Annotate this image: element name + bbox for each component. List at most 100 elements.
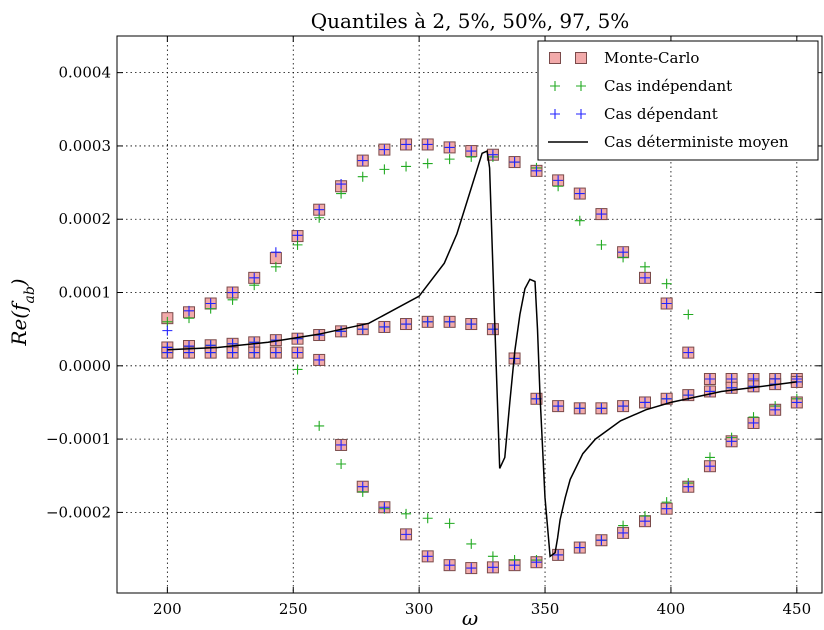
independant-point: [422, 158, 433, 169]
legend-marker-dependant: [576, 109, 586, 119]
independant-point: [357, 171, 368, 182]
dependant-point: [618, 527, 629, 538]
dependant-point: [791, 397, 802, 408]
dependant-point: [531, 165, 542, 176]
dependant-point: [357, 155, 368, 166]
ticks: 200 250 300 350 400 450 −0.0002 −0.0001 0.0000 0.…: [46, 36, 822, 618]
dependant-point: [704, 461, 715, 472]
dependant-point: [726, 373, 737, 384]
y-tick-label: 0.0003: [59, 137, 112, 155]
dependant-point: [704, 373, 715, 384]
y-tick-label: 0.0004: [59, 64, 112, 82]
independant-point: [596, 239, 607, 250]
independant-point: [444, 154, 455, 165]
dependant-point: [401, 139, 412, 150]
dependant-point: [531, 557, 542, 568]
x-axis-label: ω: [462, 606, 478, 630]
y-tick-label: −0.0002: [46, 503, 111, 521]
dependant-point: [336, 179, 347, 190]
dependant-point: [357, 481, 368, 492]
dependant-point: [487, 562, 498, 573]
dependant-point: [639, 397, 650, 408]
dependant-point: [683, 481, 694, 492]
dependant-point: [379, 144, 390, 155]
dependant-point: [574, 403, 585, 414]
series-layer: [161, 138, 803, 575]
x-tick-label: 400: [657, 600, 686, 618]
dependant-point: [509, 560, 520, 571]
dependant-point: [314, 204, 325, 215]
dependant-point: [661, 393, 672, 404]
dependant-point: [422, 139, 433, 150]
dependant-point: [227, 347, 238, 358]
plot-area: [161, 138, 803, 575]
independant-point: [162, 316, 173, 327]
dependant-point: [726, 436, 737, 447]
legend: Monte-Carlo Cas indépendant Cas dépendant C…: [537, 40, 819, 161]
legend-label: Cas dépendant: [604, 105, 718, 123]
dependant-point: [444, 316, 455, 327]
dependant-point: [205, 298, 216, 309]
dependant-point: [292, 230, 303, 241]
dependant-point: [618, 401, 629, 412]
independant-point: [314, 420, 325, 431]
dependant-point: [357, 324, 368, 335]
dependant-point: [249, 272, 260, 283]
dependant-point: [249, 347, 260, 358]
independant-point: [401, 161, 412, 172]
legend-label: Monte-Carlo: [604, 49, 699, 67]
dependant-point: [292, 347, 303, 358]
dependant-point: [270, 247, 281, 258]
dependant-point: [596, 209, 607, 220]
dependant-point: [379, 321, 390, 332]
dependant-point: [553, 401, 564, 412]
dependant-point: [639, 272, 650, 283]
dependant-point: [618, 247, 629, 258]
dependant-point: [553, 549, 564, 560]
dependant-point: [639, 516, 650, 527]
independant-point: [444, 518, 455, 529]
dependant-point: [683, 347, 694, 358]
dependant-point: [227, 287, 238, 298]
independant-point: [379, 164, 390, 175]
dependant-point: [487, 149, 498, 160]
x-tick-label: 350: [531, 600, 560, 618]
dependant-point: [487, 324, 498, 335]
legend-marker-independant: [550, 81, 560, 91]
independant-point: [487, 551, 498, 562]
legend-marker-monte-carlo: [575, 52, 587, 64]
y-tick-label: 0.0000: [59, 357, 112, 375]
dependant-point: [336, 439, 347, 450]
dependant-point: [444, 560, 455, 571]
dependant-point: [162, 347, 173, 358]
legend-label: Cas indépendant: [604, 77, 732, 95]
dependant-point: [596, 403, 607, 414]
dependant-point: [444, 142, 455, 153]
dependant-point: [748, 417, 759, 428]
dependant-point: [466, 146, 477, 157]
dependant-point: [270, 347, 281, 358]
independant-point: [661, 278, 672, 289]
dependant-point: [336, 326, 347, 337]
legend-label: Cas déterministe moyen: [604, 133, 789, 151]
dependant-point: [704, 386, 715, 397]
dependant-point: [574, 188, 585, 199]
dependant-point: [401, 529, 412, 540]
y-tick-label: −0.0001: [46, 430, 111, 448]
dependant-point: [661, 503, 672, 514]
x-tick-label: 300: [405, 600, 434, 618]
legend-marker-independant: [576, 81, 586, 91]
dependant-point: [401, 319, 412, 330]
x-tick-label: 450: [783, 600, 812, 618]
independant-point: [683, 309, 694, 320]
dependant-point: [205, 347, 216, 358]
dependant-point: [184, 305, 195, 316]
independant-point: [292, 364, 303, 375]
dependant-point: [509, 157, 520, 168]
y-axis-label-sub: ab: [22, 286, 38, 303]
dependant-point: [227, 338, 238, 349]
legend-marker-monte-carlo: [549, 52, 561, 64]
independant-point: [639, 261, 650, 272]
dependant-point: [770, 404, 781, 415]
